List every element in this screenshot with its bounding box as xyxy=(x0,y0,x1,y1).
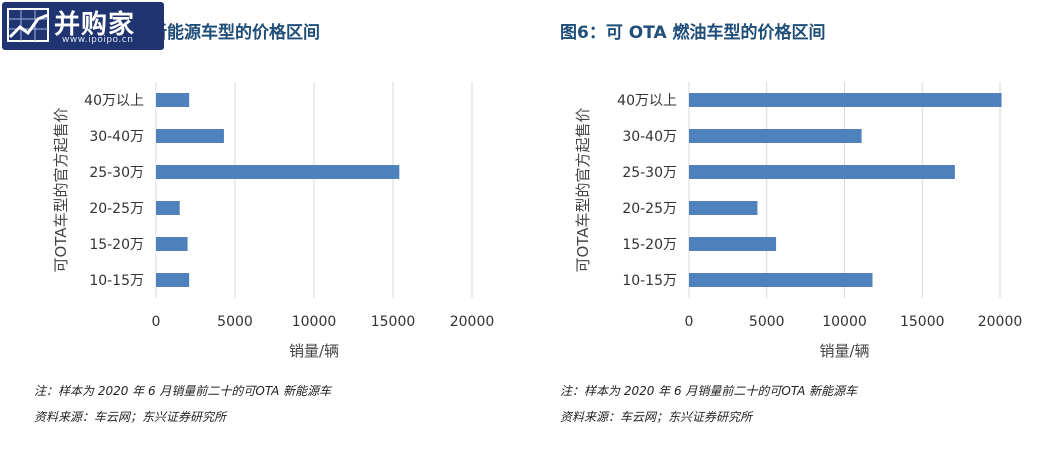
x-tick-label: 5000 xyxy=(749,314,785,330)
right-note: 注：样本为 2020 年 6 月销量前二十的可OTA 新能源车 xyxy=(560,384,858,398)
category-label: 20-25万 xyxy=(89,201,144,217)
y-axis-title: 可OTA车型的官方起售价 xyxy=(52,107,70,272)
x-tick-label: 10000 xyxy=(292,314,337,330)
x-tick-label: 20000 xyxy=(450,314,495,330)
category-label: 25-30万 xyxy=(622,165,677,181)
right-chart-title: 图6：可 OTA 燃油车型的价格区间 xyxy=(560,23,826,43)
category-label: 15-20万 xyxy=(622,237,677,253)
site-logo: 并购家 www.ipoipo.cn xyxy=(2,2,164,50)
category-label: 25-30万 xyxy=(89,165,144,181)
x-tick-label: 10000 xyxy=(822,314,867,330)
x-tick-label: 20000 xyxy=(978,314,1023,330)
bar xyxy=(156,129,224,143)
x-tick-label: 5000 xyxy=(217,314,253,330)
x-tick-label: 0 xyxy=(685,314,694,330)
x-tick-label: 15000 xyxy=(371,314,416,330)
bar xyxy=(156,273,190,287)
category-label: 30-40万 xyxy=(622,129,677,145)
bar xyxy=(156,165,400,179)
x-tick-label: 0 xyxy=(152,314,161,330)
x-axis-title: 销量/辆 xyxy=(819,342,869,360)
bar xyxy=(156,93,190,107)
bar xyxy=(689,129,862,143)
right-source: 资料来源：车云网；东兴证券研究所 xyxy=(560,410,753,424)
bar xyxy=(689,93,1002,107)
bar xyxy=(156,237,188,251)
bar xyxy=(689,201,758,215)
logo-text: 并购家 xyxy=(54,10,136,40)
logo-subtext: www.ipoipo.cn xyxy=(62,35,134,45)
category-label: 30-40万 xyxy=(89,129,144,145)
category-label: 20-25万 xyxy=(622,201,677,217)
x-tick-label: 15000 xyxy=(900,314,945,330)
category-label: 10-15万 xyxy=(89,273,144,289)
bar xyxy=(689,273,873,287)
logo-chart-icon xyxy=(7,8,49,42)
bar xyxy=(689,165,955,179)
x-axis-title: 销量/辆 xyxy=(289,342,339,360)
bar xyxy=(689,237,777,251)
left-source: 资料来源：车云网；东兴证券研究所 xyxy=(34,410,227,424)
right-bar-chart: 0 5000 10000 15000 20000 40万以上 30-40万 25-30万 20-… xyxy=(574,82,1023,360)
left-bar-chart: 0 5000 10000 15000 20000 40万以上 30-40万 25-30万 20-… xyxy=(52,82,495,360)
category-label: 40万以上 xyxy=(84,93,144,109)
bar xyxy=(156,201,180,215)
category-label: 40万以上 xyxy=(617,93,677,109)
category-label: 10-15万 xyxy=(622,273,677,289)
category-label: 15-20万 xyxy=(89,237,144,253)
left-note: 注：样本为 2020 年 6 月销量前二十的可OTA 新能源车 xyxy=(34,384,332,398)
left-chart-title: 新能源车型的价格区间 xyxy=(150,23,320,43)
y-axis-title: 可OTA车型的官方起售价 xyxy=(574,107,592,272)
